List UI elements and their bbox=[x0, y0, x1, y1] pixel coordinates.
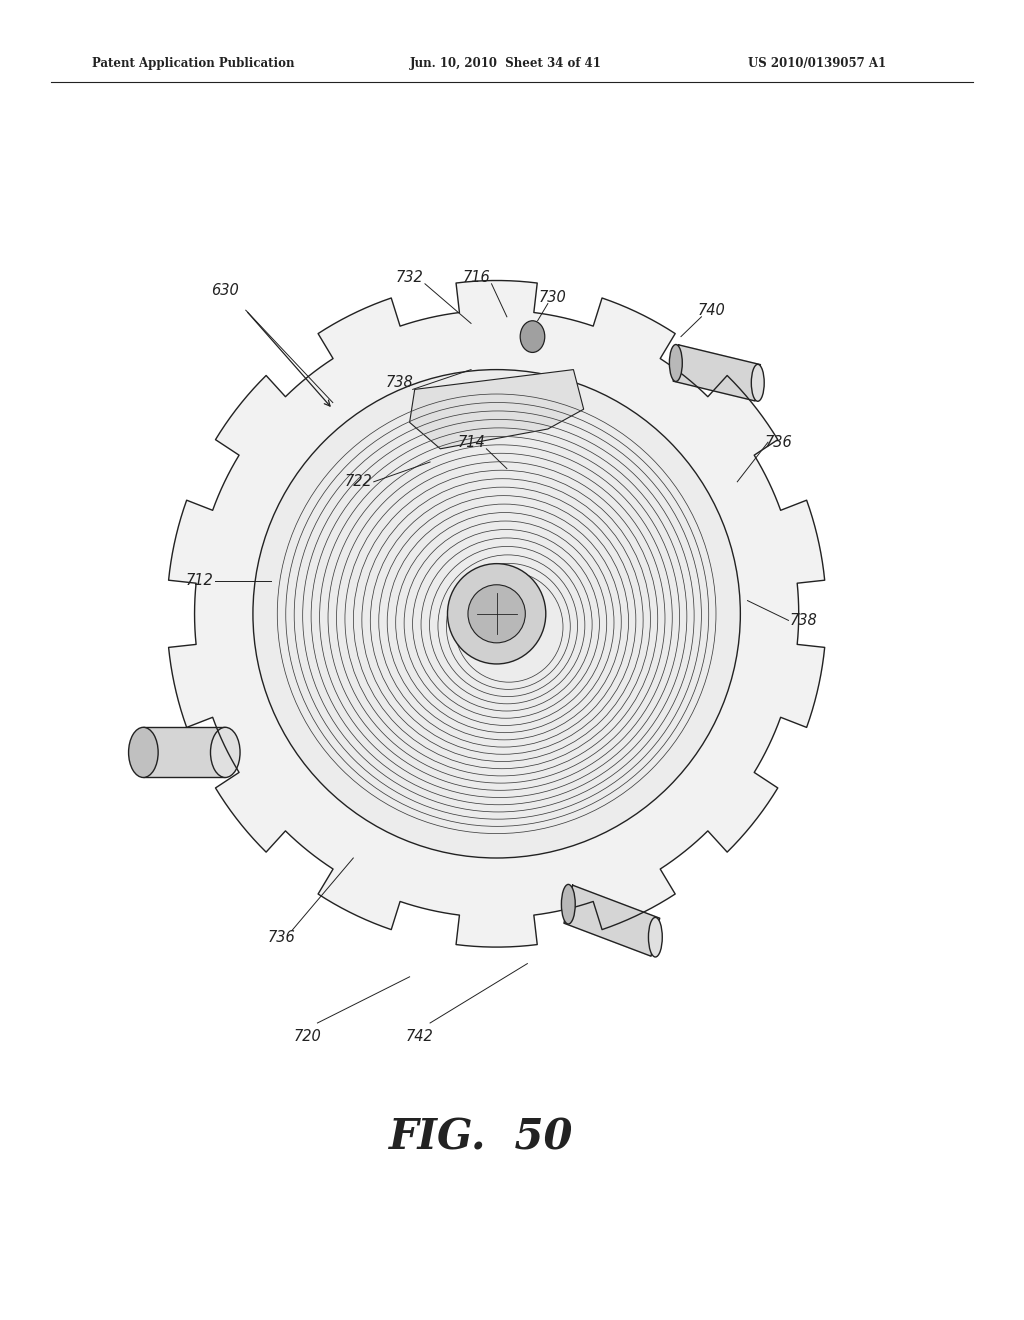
Polygon shape bbox=[410, 370, 584, 449]
Text: 736: 736 bbox=[764, 434, 793, 450]
Text: 716: 716 bbox=[462, 269, 490, 285]
Text: 738: 738 bbox=[385, 375, 414, 391]
Text: US 2010/0139057 A1: US 2010/0139057 A1 bbox=[748, 57, 886, 70]
Text: 722: 722 bbox=[344, 474, 373, 490]
Ellipse shape bbox=[670, 345, 682, 381]
Text: 714: 714 bbox=[457, 434, 485, 450]
Text: Patent Application Publication: Patent Application Publication bbox=[92, 57, 295, 70]
Ellipse shape bbox=[129, 727, 158, 777]
Text: 740: 740 bbox=[697, 302, 726, 318]
Polygon shape bbox=[564, 886, 659, 956]
Ellipse shape bbox=[752, 364, 764, 401]
Text: Jun. 10, 2010  Sheet 34 of 41: Jun. 10, 2010 Sheet 34 of 41 bbox=[410, 57, 601, 70]
Text: 712: 712 bbox=[185, 573, 214, 589]
Text: 720: 720 bbox=[293, 1028, 322, 1044]
Polygon shape bbox=[673, 345, 761, 401]
Text: 736: 736 bbox=[267, 929, 296, 945]
Text: 730: 730 bbox=[539, 289, 567, 305]
Ellipse shape bbox=[253, 370, 740, 858]
Circle shape bbox=[520, 321, 545, 352]
Text: 732: 732 bbox=[395, 269, 424, 285]
Polygon shape bbox=[169, 281, 824, 946]
Ellipse shape bbox=[447, 564, 546, 664]
FancyBboxPatch shape bbox=[143, 727, 225, 777]
Text: 738: 738 bbox=[790, 612, 818, 628]
Ellipse shape bbox=[211, 727, 240, 777]
Ellipse shape bbox=[468, 585, 525, 643]
Text: FIG.  50: FIG. 50 bbox=[389, 1117, 573, 1159]
Ellipse shape bbox=[561, 884, 575, 924]
Text: 630: 630 bbox=[211, 282, 240, 298]
Ellipse shape bbox=[648, 917, 663, 957]
Text: 742: 742 bbox=[406, 1028, 434, 1044]
